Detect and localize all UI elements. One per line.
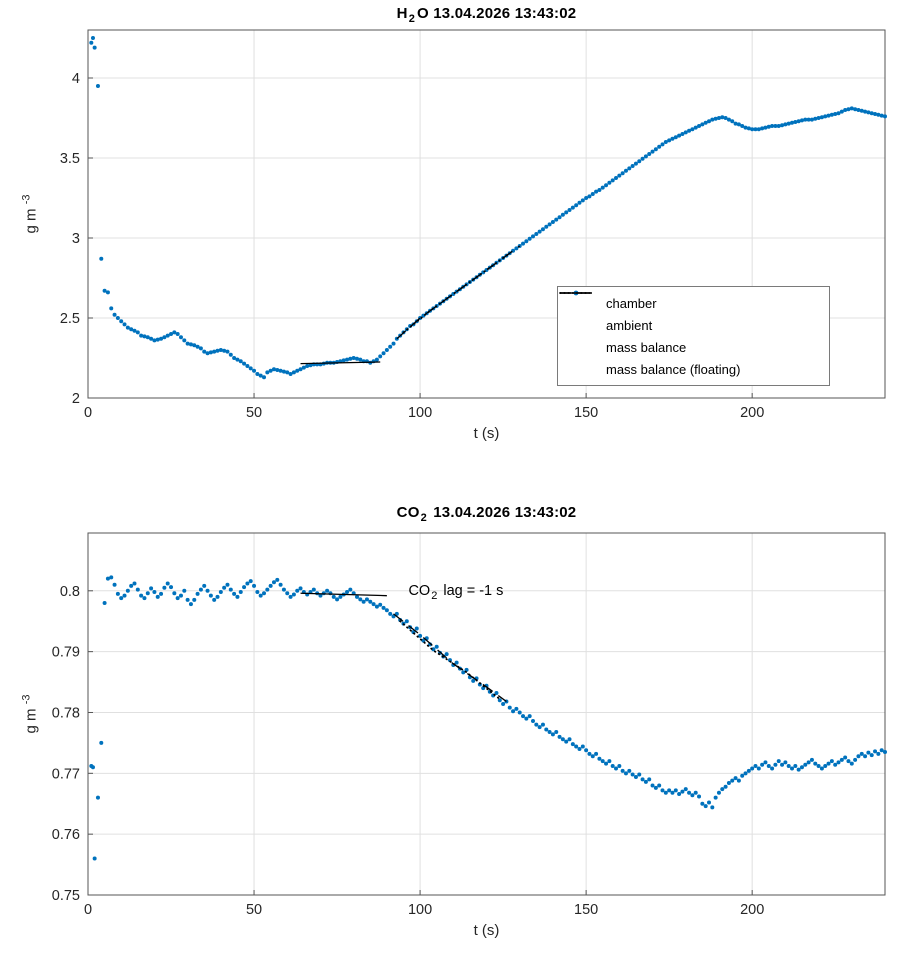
svg-text:150: 150 (574, 405, 598, 421)
legend-label: chamber (606, 295, 657, 311)
annotation-species: CO (408, 583, 431, 600)
co2-lag-annotation: CO2 lag = -1 s (408, 583, 503, 602)
legend-item-chamber: chamber (558, 290, 829, 314)
co2-x-axis-label: t (s) (473, 922, 500, 939)
annotation-subscript: 2 (431, 590, 438, 603)
y-unit-exponent: -3 (20, 694, 33, 705)
y-unit-exponent: -3 (20, 194, 33, 205)
svg-text:0.77: 0.77 (52, 766, 80, 782)
y-unit-text: g m (22, 708, 40, 734)
legend-label: ambient (606, 317, 653, 333)
h2o-chart: 0 50 100 150 200 2 2.5 3 3.5 4 H2 O 13.04.2026 13:… (0, 0, 900, 470)
title-species: H (396, 5, 408, 22)
svg-text:0: 0 (84, 405, 92, 421)
co2-y-axis-label: g m -3 (21, 695, 40, 734)
svg-text:3: 3 (72, 231, 80, 247)
svg-text:150: 150 (574, 902, 598, 918)
h2o-chart-title: H2 O 13.04.2026 13:43:02 (88, 5, 885, 25)
legend-label: mass balance (606, 339, 687, 355)
h2o-plot-area: 0 50 100 150 200 2 2.5 3 3.5 4 (60, 29, 887, 421)
svg-text:100: 100 (408, 405, 432, 421)
svg-text:0.8: 0.8 (60, 584, 80, 600)
svg-text:0.75: 0.75 (52, 888, 80, 904)
svg-text:4: 4 (72, 71, 80, 87)
co2-chart: 0 50 100 150 200 0.75 0.76 0.77 0.78 0.79 0.8 CO2 … (0, 470, 900, 953)
legend-label: mass balance (floating) (606, 361, 741, 377)
svg-text:50: 50 (246, 902, 262, 918)
svg-text:100: 100 (408, 902, 432, 918)
title-timestamp: O 13.04.2026 13:43:02 (417, 5, 577, 22)
annotation-text: lag = -1 s (439, 583, 504, 600)
svg-text:0.76: 0.76 (52, 827, 80, 843)
title-subscript: 2 (420, 512, 427, 524)
h2o-y-axis-label: g m -3 (21, 195, 40, 234)
y-unit-text: g m (22, 208, 40, 234)
svg-text:200: 200 (740, 902, 764, 918)
svg-text:0.78: 0.78 (52, 705, 80, 721)
svg-text:200: 200 (740, 405, 764, 421)
svg-text:0.79: 0.79 (52, 645, 80, 661)
svg-text:3.5: 3.5 (60, 151, 80, 167)
co2-chart-title: CO2 13.04.2026 13:43:02 (88, 504, 885, 524)
svg-text:0: 0 (84, 902, 92, 918)
title-subscript: 2 (408, 13, 416, 25)
title-timestamp: 13.04.2026 13:43:02 (428, 504, 577, 521)
legend-item-ambient: ambient (558, 292, 829, 336)
svg-text:50: 50 (246, 405, 262, 421)
legend-item-mass-balance: mass balance (558, 292, 829, 358)
svg-text:2.5: 2.5 (60, 311, 80, 327)
co2-plot-area: 0 50 100 150 200 0.75 0.76 0.77 0.78 0.79 0.8 (52, 532, 887, 918)
legend-item-mass-balance-floating: mass balance (floating) (558, 292, 829, 380)
h2o-x-axis-label: t (s) (473, 425, 500, 442)
svg-text:2: 2 (72, 391, 80, 407)
title-species: CO (396, 504, 420, 521)
legend: chamber ambient mass balance mass balanc… (557, 286, 830, 386)
